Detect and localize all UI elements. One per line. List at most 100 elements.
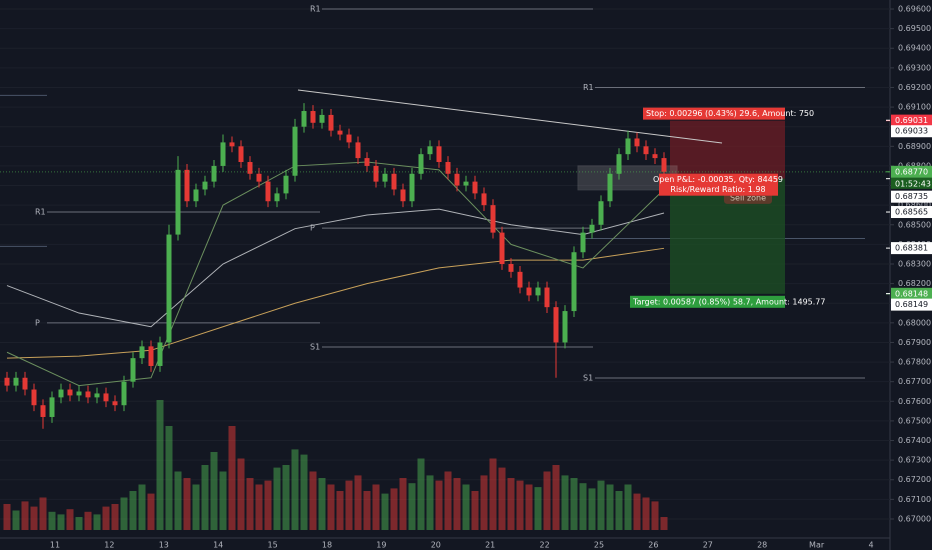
- price-label: 0.69031: [895, 116, 928, 125]
- volume-bar: [273, 467, 281, 530]
- y-tick-label: 0.67600: [898, 397, 931, 406]
- candle-body: [373, 165, 379, 182]
- volume-bar: [156, 400, 164, 530]
- volume-bar: [39, 497, 47, 530]
- volume-bar: [3, 504, 11, 530]
- candle-body: [553, 307, 559, 343]
- x-tick-label: 28: [757, 541, 767, 550]
- candle-body: [13, 377, 19, 386]
- candle-body: [589, 224, 595, 233]
- volume-bar: [624, 484, 632, 530]
- candle-body: [193, 189, 199, 202]
- candle-body: [184, 169, 190, 202]
- candle-body: [337, 130, 343, 135]
- pnl-text: Open P&L: -0.00035, Qty: 84459: [653, 175, 783, 184]
- x-tick-label: 12: [104, 541, 114, 550]
- candle-body: [391, 173, 397, 190]
- stop-zone: [670, 120, 785, 179]
- candle-body: [652, 154, 658, 159]
- target-text: Target: 0.00587 (0.85%) 58.7, Amount: 14…: [632, 297, 825, 306]
- price-label: 0.68565: [895, 208, 928, 217]
- volume-bar: [66, 509, 74, 530]
- candle-body: [472, 181, 478, 194]
- candle-body: [256, 173, 262, 182]
- volume-bar: [318, 478, 326, 530]
- volume-bar: [399, 478, 407, 530]
- x-tick-label: 26: [648, 541, 658, 550]
- x-tick-label: 11: [50, 541, 60, 550]
- volume-bar: [444, 471, 452, 530]
- candle-body: [85, 391, 91, 398]
- volume-bar: [102, 506, 110, 530]
- countdown-box: [891, 177, 932, 189]
- volume-bar: [363, 491, 371, 530]
- x-tick-label: 4: [868, 541, 873, 550]
- candle-body: [490, 205, 496, 233]
- volume-bar: [12, 510, 20, 530]
- candle-body: [247, 162, 253, 174]
- volume-bar: [516, 480, 524, 530]
- candle-body: [4, 377, 10, 386]
- candle-body: [229, 142, 235, 147]
- volume-bar: [588, 488, 596, 530]
- candle-body: [544, 287, 550, 308]
- candle-body: [616, 154, 622, 174]
- candle-body: [166, 234, 172, 343]
- y-tick-label: 0.68900: [898, 142, 931, 151]
- volume-bar: [552, 465, 560, 530]
- volume-bar: [471, 491, 479, 530]
- y-tick-label: 0.68200: [898, 279, 931, 288]
- volume-bar: [210, 452, 218, 530]
- candle-body: [382, 173, 388, 182]
- volume-bar: [597, 480, 605, 530]
- y-tick-label: 0.69100: [898, 103, 931, 112]
- volume-bar: [408, 483, 416, 530]
- volume-bar: [309, 471, 317, 530]
- pivot-label: R1: [35, 208, 46, 217]
- volume-bar: [147, 493, 155, 530]
- candle-body: [526, 287, 532, 296]
- candle-body: [148, 346, 154, 366]
- volume-bar: [336, 491, 344, 530]
- volume-bar: [48, 511, 56, 530]
- volume-bar: [570, 478, 578, 530]
- candle-body: [94, 393, 100, 398]
- volume-bar: [354, 475, 362, 530]
- ratio-text: Risk/Reward Ratio: 1.98: [670, 185, 765, 194]
- volume-bar: [219, 471, 227, 530]
- volume-bar: [561, 475, 569, 530]
- candle-body: [562, 311, 568, 343]
- candle-body: [310, 111, 316, 123]
- y-tick-label: 0.69500: [898, 24, 931, 33]
- price-label-box: [891, 287, 932, 300]
- candle-body: [445, 162, 451, 174]
- candle-body: [292, 126, 298, 176]
- price-label: 0.68148: [895, 289, 928, 298]
- candle-body: [76, 391, 82, 396]
- volume-bar: [327, 484, 335, 530]
- candle-body: [328, 114, 334, 131]
- y-tick-label: 0.68600: [898, 201, 931, 210]
- y-tick-label: 0.67300: [898, 456, 931, 465]
- y-tick-label: 0.67000: [898, 514, 931, 523]
- candle-body: [175, 169, 181, 235]
- candle-body: [274, 193, 280, 202]
- pivot-label: P: [35, 318, 40, 327]
- price-label-box: [891, 114, 932, 127]
- pivot-label: S1: [310, 342, 320, 351]
- x-tick-label: 18: [322, 541, 332, 550]
- price-label: 0.68770: [895, 167, 928, 176]
- x-tick-label: Mar: [809, 541, 825, 550]
- pivot-label: R1: [583, 83, 594, 92]
- volume-bar: [615, 491, 623, 530]
- x-tick-label: 13: [159, 541, 169, 550]
- candle-body: [103, 393, 109, 402]
- volume-bar: [201, 465, 209, 530]
- volume-bar: [381, 493, 389, 530]
- y-tick-label: 0.68300: [898, 259, 931, 268]
- x-tick-label: 15: [268, 541, 278, 550]
- volume-bar: [129, 491, 137, 530]
- y-tick-label: 0.68000: [898, 318, 931, 327]
